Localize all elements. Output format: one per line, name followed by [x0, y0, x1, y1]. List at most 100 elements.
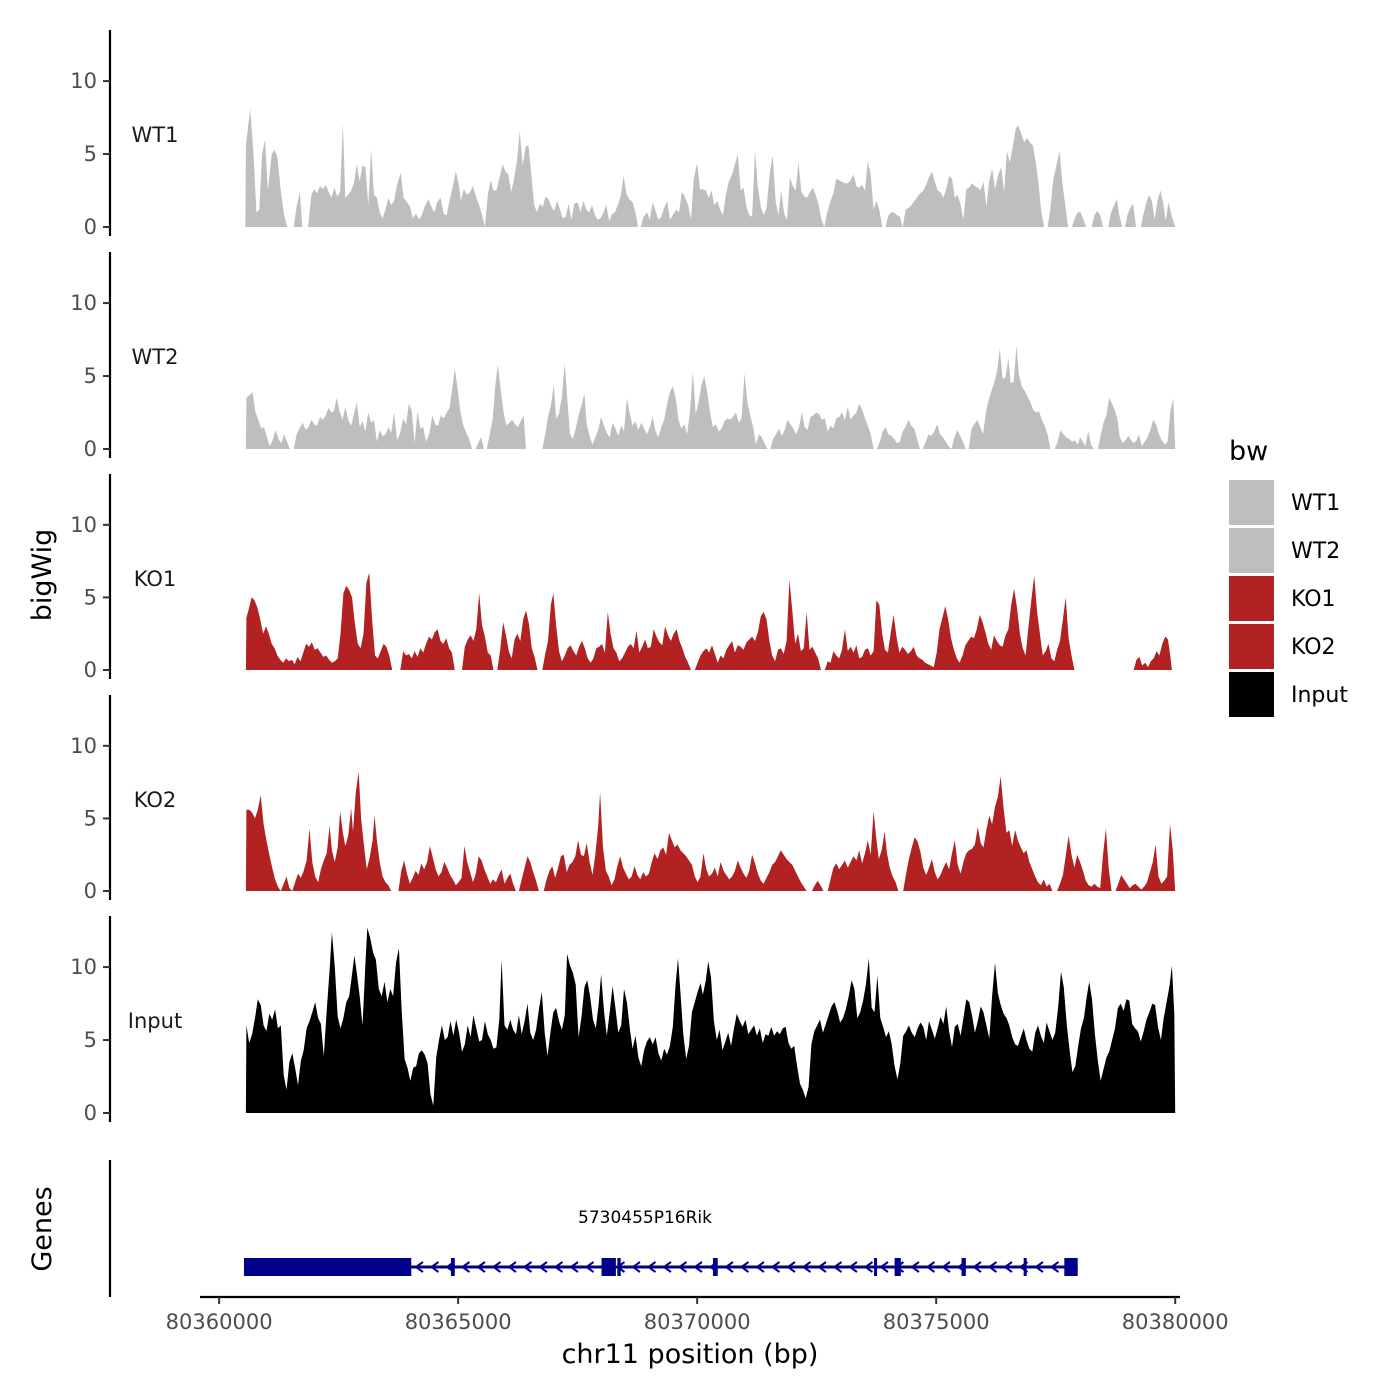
strand-arrow-icon	[863, 1261, 874, 1273]
strand-arrow-icon	[693, 1261, 703, 1273]
strand-arrow-icon	[584, 1261, 595, 1273]
strand-arrow-icon	[1034, 1261, 1044, 1273]
track-label-wt1: WT1	[132, 123, 179, 147]
x-tick-label: 80360000	[166, 1310, 273, 1334]
track-label-ko1: KO1	[134, 567, 177, 591]
track-panel-wt2: 0 5 10 WT2	[70, 252, 1176, 461]
genes-panel-title: Genes	[27, 1186, 58, 1271]
strand-arrow-icon	[646, 1261, 657, 1273]
gene-exon	[1023, 1258, 1027, 1276]
y-tick-label: 5	[84, 806, 97, 830]
legend: bw WT1 WT2 KO1 KO2 Input	[1229, 436, 1348, 717]
y-tick-label: 0	[84, 658, 97, 682]
strand-arrow-icon	[631, 1261, 641, 1273]
strand-arrow-icon	[491, 1261, 502, 1273]
track-panel-wt1: 0 5 10 WT1	[70, 30, 1176, 239]
strand-arrow-icon	[755, 1261, 765, 1273]
gene-panel: Genes 5730455P16Rik	[27, 1160, 1078, 1297]
y-tick-label: 0	[84, 879, 97, 903]
gene-name-label: 5730455P16Rik	[578, 1208, 712, 1228]
strand-arrow-icon	[476, 1261, 486, 1273]
legend-label-wt2: WT2	[1291, 539, 1340, 564]
y-tick-label: 0	[84, 437, 97, 461]
y-tick-label: 10	[70, 734, 97, 758]
strand-arrow-icon	[770, 1261, 781, 1273]
legend-label-wt1: WT1	[1291, 491, 1340, 516]
legend-label-ko2: KO2	[1291, 635, 1336, 660]
strand-arrow-icon	[910, 1261, 920, 1273]
strand-arrow-icon	[832, 1261, 843, 1273]
strand-arrow-icon	[941, 1261, 951, 1273]
strand-arrow-icon	[801, 1261, 812, 1273]
legend-key-ko1	[1229, 576, 1274, 621]
gene-exon	[1064, 1258, 1078, 1276]
legend-label-ko1: KO1	[1291, 587, 1336, 612]
track-label-input: Input	[128, 1009, 182, 1033]
coverage-area-wt2	[245, 345, 1176, 449]
strand-arrow-icon	[662, 1261, 672, 1273]
legend-key-ko2	[1229, 624, 1274, 669]
legend-key-input	[1229, 672, 1274, 717]
strand-arrow-icon	[925, 1261, 936, 1273]
strand-arrow-icon	[972, 1261, 982, 1273]
y-tick-label: 0	[84, 215, 97, 239]
gene-exon	[874, 1258, 878, 1276]
y-tick-label: 5	[84, 1028, 97, 1052]
strand-arrow-icon	[1003, 1261, 1013, 1273]
track-label-wt2: WT2	[132, 345, 179, 369]
y-tick-label: 10	[70, 291, 97, 315]
y-tick-label: 10	[70, 69, 97, 93]
y-axis-title: bigWig	[27, 529, 58, 622]
coverage-area-input	[245, 927, 1176, 1113]
strand-arrow-icon	[786, 1261, 796, 1273]
strand-arrow-icon	[879, 1261, 889, 1273]
strand-arrow-icon	[414, 1261, 424, 1273]
strand-arrow-icon	[507, 1261, 517, 1273]
strand-arrow-icon	[569, 1261, 579, 1273]
strand-arrow-icon	[522, 1261, 533, 1273]
strand-arrow-icon	[1049, 1261, 1060, 1273]
strand-arrow-icon	[460, 1261, 471, 1273]
y-tick-label: 5	[84, 585, 97, 609]
strand-arrow-icon	[739, 1261, 750, 1273]
coverage-area-ko2	[245, 771, 1176, 891]
strand-arrow-icon	[429, 1261, 440, 1273]
track-panel-ko1: 0 5 10 KO1	[70, 474, 1172, 682]
y-tick-label: 5	[84, 142, 97, 166]
y-tick-label: 0	[84, 1101, 97, 1125]
gene-exon	[601, 1258, 616, 1276]
track-panel-ko2: 0 5 10 KO2	[70, 695, 1176, 903]
x-tick-label: 80370000	[644, 1310, 751, 1334]
gene-exon	[712, 1258, 718, 1276]
y-tick-label: 10	[70, 955, 97, 979]
gene-exon	[450, 1258, 455, 1276]
x-axis-title: chr11 position (bp)	[562, 1339, 819, 1370]
gene-exon	[961, 1258, 966, 1276]
gene-exon	[894, 1258, 901, 1276]
coverage-area-ko1	[245, 572, 1172, 670]
track-label-ko2: KO2	[134, 788, 177, 812]
legend-label-input: Input	[1291, 683, 1348, 708]
legend-title: bw	[1229, 436, 1268, 467]
strand-arrow-icon	[848, 1261, 858, 1273]
chart-plot-group: 0 5 10 WT1 0 5 10 WT2 0 5 10 KO1 0 5 10 KO2 0 5 10 Input big…	[27, 30, 1348, 1370]
strand-arrow-icon	[538, 1261, 548, 1273]
track-panel-input: 0 5 10 Input	[70, 916, 1176, 1125]
strand-arrow-icon	[677, 1261, 688, 1273]
coverage-area-wt1	[245, 108, 1176, 227]
strand-arrow-icon	[553, 1261, 564, 1273]
strand-arrow-icon	[724, 1261, 734, 1273]
legend-key-wt2	[1229, 528, 1274, 573]
x-tick-label: 80375000	[883, 1310, 990, 1334]
gene-exon	[243, 1258, 412, 1276]
strand-arrow-icon	[987, 1261, 998, 1273]
y-tick-label: 5	[84, 364, 97, 388]
x-tick-label: 80365000	[405, 1310, 512, 1334]
y-tick-label: 10	[70, 513, 97, 537]
x-tick-label: 80380000	[1122, 1310, 1229, 1334]
x-axis: 80360000 80365000 80370000 80375000 80380000…	[166, 1295, 1229, 1370]
legend-key-wt1	[1229, 480, 1274, 525]
strand-arrow-icon	[817, 1261, 827, 1273]
